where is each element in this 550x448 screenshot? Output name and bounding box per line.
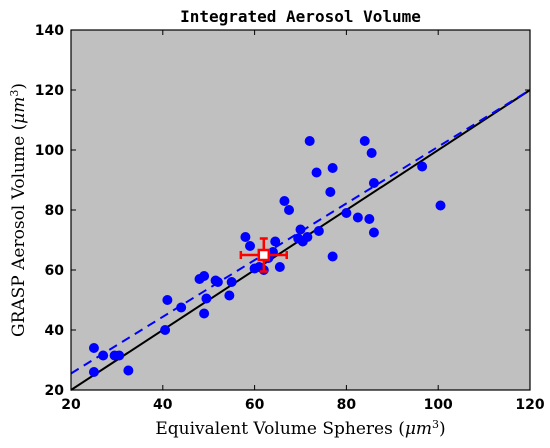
data-point bbox=[368, 178, 379, 188]
x-axis-label: Equivalent Volume Spheres (μm3) bbox=[155, 418, 445, 440]
data-point bbox=[274, 262, 285, 272]
data-point bbox=[364, 214, 375, 224]
data-point bbox=[417, 161, 428, 172]
data-point bbox=[352, 212, 363, 223]
data-point bbox=[162, 295, 173, 305]
data-point bbox=[226, 277, 237, 287]
y-tick-label: 20 bbox=[45, 383, 65, 399]
data-point bbox=[160, 325, 171, 335]
x-tick-label: 20 bbox=[61, 397, 81, 413]
y-axis-label: GRASP Aerosol Volume (μm3) bbox=[8, 83, 30, 337]
data-point bbox=[88, 367, 99, 377]
data-point bbox=[341, 208, 352, 218]
data-point bbox=[201, 293, 212, 304]
x-tick-label: 60 bbox=[245, 397, 265, 413]
data-point bbox=[284, 205, 295, 215]
data-point bbox=[279, 196, 290, 206]
data-point bbox=[295, 224, 306, 235]
y-tick-label: 140 bbox=[35, 23, 64, 39]
chart-title: Integrated Aerosol Volume bbox=[180, 7, 421, 26]
data-point bbox=[435, 200, 446, 211]
data-point bbox=[224, 290, 235, 301]
data-point bbox=[123, 365, 134, 376]
y-tick-label: 100 bbox=[35, 143, 64, 159]
data-point bbox=[199, 308, 210, 319]
data-point bbox=[311, 167, 322, 178]
data-point bbox=[114, 350, 125, 361]
mean-point-with-error-bars bbox=[239, 237, 288, 273]
data-point bbox=[327, 163, 338, 173]
y-tick-label: 40 bbox=[45, 323, 65, 339]
x-tick-label: 100 bbox=[424, 397, 453, 413]
data-point bbox=[270, 236, 281, 247]
data-point bbox=[98, 350, 109, 361]
axis-ticks: 20 40 60 80 100 120 20 40 60 80 100 120 140 bbox=[35, 23, 545, 413]
data-point bbox=[366, 148, 377, 158]
x-tick-label: 80 bbox=[337, 397, 357, 413]
plot-area bbox=[71, 30, 530, 390]
data-point bbox=[325, 187, 336, 197]
data-point bbox=[327, 251, 338, 262]
data-point bbox=[302, 232, 313, 242]
data-point bbox=[176, 302, 187, 313]
data-point bbox=[359, 136, 370, 146]
data-point bbox=[199, 271, 210, 281]
y-tick-label: 120 bbox=[35, 83, 64, 99]
data-point bbox=[212, 277, 223, 287]
x-tick-label: 40 bbox=[153, 397, 173, 413]
data-point bbox=[245, 241, 256, 251]
y-tick-label: 80 bbox=[45, 203, 65, 219]
data-point bbox=[368, 227, 379, 238]
mean-marker bbox=[257, 248, 271, 262]
data-point bbox=[240, 232, 251, 242]
data-point bbox=[304, 136, 315, 146]
data-point bbox=[313, 226, 324, 236]
data-point bbox=[88, 343, 99, 353]
y-tick-label: 60 bbox=[45, 263, 65, 279]
x-tick-label: 120 bbox=[515, 397, 544, 413]
